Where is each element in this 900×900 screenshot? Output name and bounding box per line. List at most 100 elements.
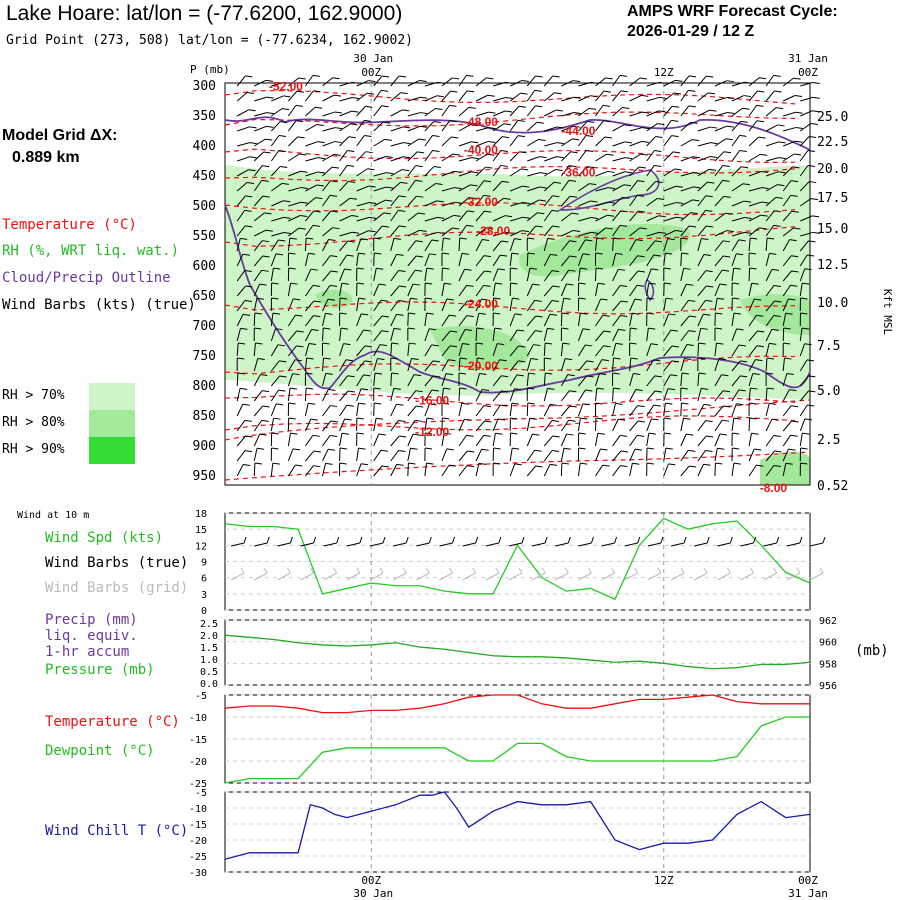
wind-barb-flag	[659, 96, 667, 99]
wind-barb	[680, 252, 683, 267]
wind-barb-flag	[620, 315, 628, 318]
wind-barb	[680, 172, 694, 177]
wind-barb	[424, 463, 428, 477]
wind-barb	[322, 299, 329, 312]
wind-barb-flag	[607, 187, 616, 190]
wind-barb-flag	[246, 181, 255, 184]
wind-barb	[305, 435, 314, 447]
wind-barb-flag	[276, 403, 284, 406]
wind-barb-flag	[330, 405, 338, 408]
wind-barb	[237, 142, 250, 147]
wind-barb	[458, 124, 471, 132]
wind-barb-flag	[339, 462, 347, 465]
wind-barb-flag	[707, 92, 716, 95]
panel-tick-label: -30	[189, 868, 207, 879]
wind-barb	[646, 404, 655, 417]
wind-barb-flag	[484, 420, 492, 423]
wind-barb	[629, 153, 641, 162]
wind-barb	[390, 92, 401, 102]
wind-barb-flag	[431, 389, 439, 392]
wind-barb-flag	[632, 462, 640, 465]
wind-barb-flag	[623, 124, 632, 127]
wind-barb-flag	[356, 267, 364, 270]
wind-barb	[782, 448, 789, 462]
wind-barb-grid-flag	[750, 567, 754, 574]
wind-barb-flag	[433, 121, 441, 123]
wind-barb	[714, 180, 723, 192]
wind-barb	[253, 298, 258, 312]
pressure-tick-label: 450	[193, 169, 216, 184]
wind-barb-flag	[244, 269, 252, 272]
wind-barb-flag	[464, 268, 472, 271]
wind-barb-flag	[766, 237, 775, 240]
wind-barb-grid	[624, 572, 638, 581]
wind-barb	[475, 239, 483, 252]
wind-barb-flag	[725, 212, 733, 215]
wind-barb	[731, 217, 745, 222]
wind-barb-flag	[563, 447, 571, 450]
wind-barb-flag	[308, 342, 317, 345]
wind-barb-grid	[300, 572, 314, 581]
wind-barb	[663, 345, 673, 357]
wind-barbs-grid-legend: Wind Barbs (grid)	[45, 580, 189, 596]
wind-barb-flag	[603, 90, 611, 93]
wind-barb	[304, 358, 308, 372]
wind-barb-flag	[450, 330, 458, 333]
wind-barb-flag	[330, 255, 338, 258]
wind-barb-flag	[398, 75, 407, 78]
wind-barb	[510, 216, 523, 222]
wind-barb	[441, 314, 450, 327]
wind-barb	[663, 313, 670, 327]
wind-barb-true	[393, 542, 407, 547]
wind-barb-flag	[690, 212, 698, 215]
wind-barb	[527, 199, 540, 207]
wind-barb-flag	[715, 312, 723, 315]
wind-barb	[714, 269, 723, 282]
wind-barb-flag	[410, 297, 418, 300]
wind-barb	[595, 153, 607, 162]
wind-barb-flag	[527, 387, 535, 390]
wind-barb	[595, 187, 609, 192]
wind-barb	[339, 231, 353, 237]
wind-barb	[424, 183, 436, 192]
wind-barb-flag	[733, 462, 741, 465]
wind-barb-flag	[281, 108, 290, 111]
wind-barb	[236, 300, 246, 312]
wind-barb-flag	[665, 252, 673, 255]
wind-barb-flag	[461, 252, 469, 255]
wind-barb-flag	[672, 105, 680, 108]
wind-barb	[578, 239, 586, 252]
wind-barb-true	[369, 542, 384, 547]
wind-barb-grid-flag	[680, 567, 685, 574]
wind-barb-true-flag	[660, 536, 664, 544]
wind-barb-flag	[553, 181, 561, 184]
wind-barb	[782, 435, 791, 447]
wind-barb	[561, 112, 575, 117]
panel-tick-label: -20	[189, 757, 207, 768]
wind-barb-flag	[655, 180, 663, 183]
wind-barb	[305, 285, 314, 297]
panel-tick-label: 6	[201, 574, 207, 585]
wind-barb-flag	[706, 285, 714, 288]
wind-barb-flag	[778, 141, 786, 144]
wind-barb	[663, 168, 675, 177]
wind-barb-flag	[740, 360, 748, 363]
wind-barb-flag	[671, 345, 680, 348]
wind-barb	[373, 199, 386, 207]
wind-barb-flag	[288, 402, 296, 405]
wind-barb	[799, 198, 812, 207]
wind-barb	[322, 420, 332, 432]
wind-barb-flag	[365, 105, 373, 108]
wind-barb-flag	[693, 172, 701, 175]
wind-barb	[595, 227, 607, 237]
wind-barb	[697, 404, 705, 417]
wind-barb	[799, 343, 806, 357]
wind-barb	[509, 80, 523, 87]
wind-barb	[339, 268, 345, 282]
wind-barb-flag	[544, 357, 552, 360]
wind-barb-flag	[261, 179, 269, 182]
wind-barb-flag	[654, 164, 662, 167]
model-grid-value: 0.889 km	[12, 149, 80, 166]
wind-barb-flag	[722, 165, 730, 168]
wind-barb	[799, 268, 806, 282]
